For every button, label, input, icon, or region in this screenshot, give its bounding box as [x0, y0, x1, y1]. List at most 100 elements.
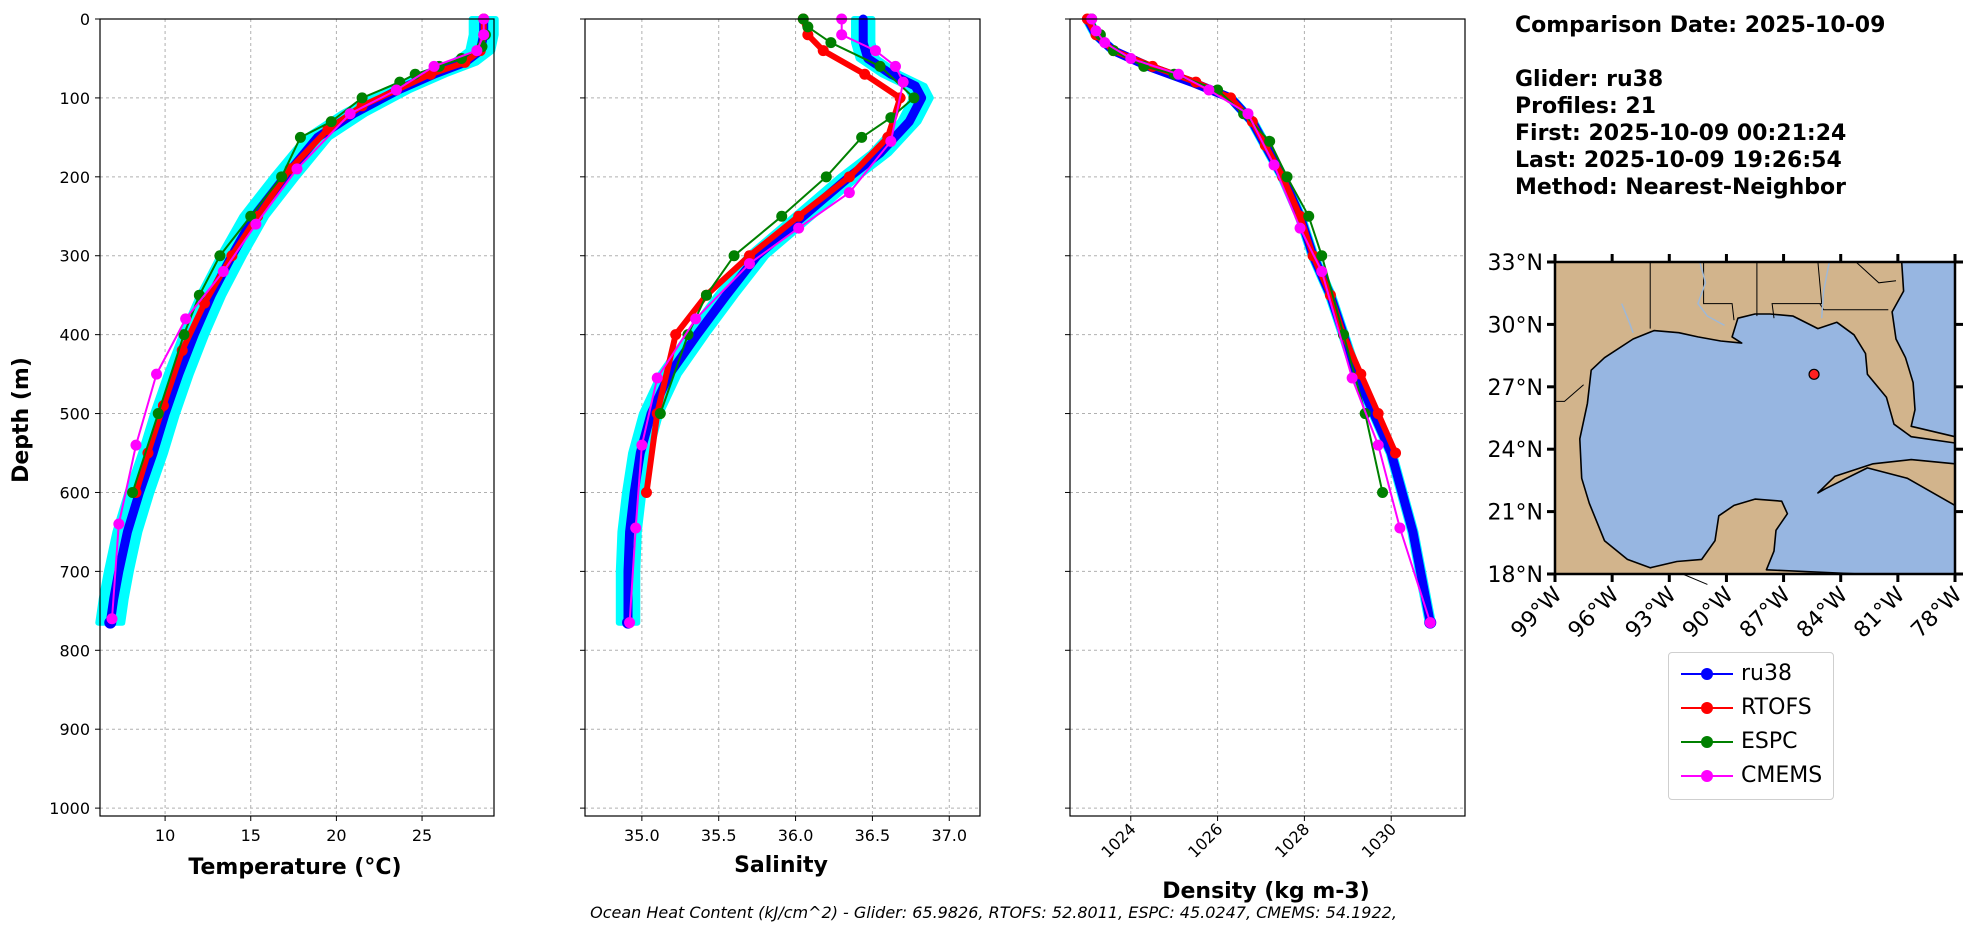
espc-point — [856, 131, 868, 143]
map-border — [1819, 303, 1889, 311]
cmems-point — [651, 372, 663, 384]
y-tick-label: 300 — [59, 247, 90, 266]
ru38-mean-line — [623, 14, 927, 628]
rtofs-point — [670, 329, 682, 341]
espc-point — [1264, 135, 1276, 147]
lon-tick-label: 99°W — [1507, 582, 1568, 643]
gulf-of-mexico-water — [1579, 313, 1956, 575]
river — [1697, 261, 1725, 327]
cmems-point — [291, 163, 303, 175]
ru38-profile-spread — [615, 16, 934, 626]
espc-point — [802, 21, 814, 33]
ru38-mean-line — [105, 14, 489, 628]
cmems-point — [1090, 25, 1102, 37]
espc-point — [356, 92, 368, 104]
y-tick-label: 0 — [80, 10, 90, 29]
espc-point — [825, 37, 837, 49]
ohc-footer: Ocean Heat Content (kJ/cm^2) - Glider: 6… — [590, 903, 1397, 922]
cmems-point — [885, 135, 897, 147]
interpolation-method: Method: Nearest-Neighbor — [1515, 175, 1846, 200]
cmems-line — [111, 19, 485, 619]
y-tick-label: 400 — [59, 326, 90, 345]
rtofs-point — [802, 29, 814, 41]
espc-point — [325, 116, 337, 128]
legend-label: CMEMS — [1741, 763, 1823, 788]
ru38-mean-line — [1082, 14, 1435, 628]
cmems-point — [743, 258, 755, 270]
lon-tick-label: 87°W — [1735, 582, 1796, 643]
lon-tick-label: 81°W — [1849, 582, 1910, 643]
cmems-point — [690, 313, 702, 325]
rtofs-point — [1372, 408, 1384, 420]
legend-label: RTOFS — [1741, 695, 1812, 720]
x-tick-label: 1026 — [1184, 819, 1226, 861]
cmems-point — [1268, 159, 1280, 171]
cmems-point — [889, 60, 901, 72]
cmems-point — [636, 439, 648, 451]
x-tick-label: 25 — [412, 826, 432, 845]
espc-point — [245, 210, 257, 222]
cmems-point — [793, 222, 805, 234]
y-tick-label: 800 — [59, 641, 90, 660]
x-tick-label: 36.5 — [855, 826, 891, 845]
cmems-point — [843, 187, 855, 199]
salinity-axis-label: Salinity — [734, 853, 828, 878]
cmems-point — [428, 60, 440, 72]
plot-frame — [584, 18, 981, 817]
cmems-point — [630, 522, 642, 534]
cmems-line — [1090, 18, 1432, 624]
cmems-point — [1203, 84, 1215, 96]
espc-point — [874, 60, 886, 72]
espc-point — [178, 329, 190, 341]
cmems-point — [624, 617, 636, 629]
cmems-point — [836, 29, 848, 41]
espc-point — [700, 289, 712, 301]
cmems-point — [869, 45, 881, 57]
cmems-point — [180, 313, 192, 325]
espc-point — [276, 171, 288, 183]
x-tick-label: 20 — [326, 826, 346, 845]
lon-tick-label: 78°W — [1907, 582, 1968, 643]
espc-point — [1316, 250, 1328, 262]
espc-point — [294, 131, 306, 143]
map-border — [1555, 384, 1584, 402]
density-profile-chart: 1024 1026 1028 1030 — [1065, 13, 1466, 862]
last-profile-time: Last: 2025-10-09 19:26:54 — [1515, 148, 1842, 173]
cmems-point — [897, 76, 909, 88]
rtofs-point — [743, 250, 755, 262]
y-tick-label: 1000 — [49, 799, 90, 818]
y-tick-label: 600 — [59, 483, 90, 502]
espc-point — [1377, 486, 1389, 498]
atlantic-water — [1891, 261, 1956, 438]
espc-point — [1281, 171, 1293, 183]
cmems-point — [1316, 266, 1328, 278]
lat-tick-label: 24°N — [1488, 438, 1543, 463]
rtofs-point — [198, 297, 210, 309]
glider-name: Glider: ru38 — [1515, 67, 1664, 92]
temperature-profile-chart: 0 100 200 300 400 500 600 700 800 900 1000 10 15 20 25 — [49, 10, 499, 845]
x-tick-label: 1028 — [1271, 819, 1313, 861]
espc-point — [908, 92, 920, 104]
espc-point — [885, 112, 897, 124]
salinity-profile-chart: 35.0 35.5 36.0 36.5 37.0 — [580, 13, 981, 845]
lat-tick-label: 33°N — [1488, 251, 1543, 276]
lat-tick-label: 30°N — [1488, 313, 1543, 338]
y-tick-label: 700 — [59, 562, 90, 581]
lat-tick-label: 18°N — [1488, 563, 1543, 588]
y-tick-label: 900 — [59, 720, 90, 739]
rtofs-point — [1390, 447, 1402, 459]
espc-line — [1090, 18, 1384, 493]
rtofs-point — [793, 210, 805, 222]
cmems-line — [628, 19, 905, 623]
rtofs-point — [640, 486, 652, 498]
lon-tick-label: 90°W — [1678, 582, 1739, 643]
espc-point — [127, 486, 139, 498]
x-tick-label: 10 — [155, 826, 175, 845]
x-tick-label: 35.5 — [701, 826, 737, 845]
map-border — [1771, 261, 1823, 319]
lon-tick-label: 96°W — [1564, 582, 1625, 643]
x-tick-label: 15 — [241, 826, 261, 845]
espc-point — [152, 408, 164, 420]
comparison-info: Comparison Date: 2025-10-09 Glider: ru38… — [1515, 12, 1885, 201]
espc-point — [654, 408, 666, 420]
